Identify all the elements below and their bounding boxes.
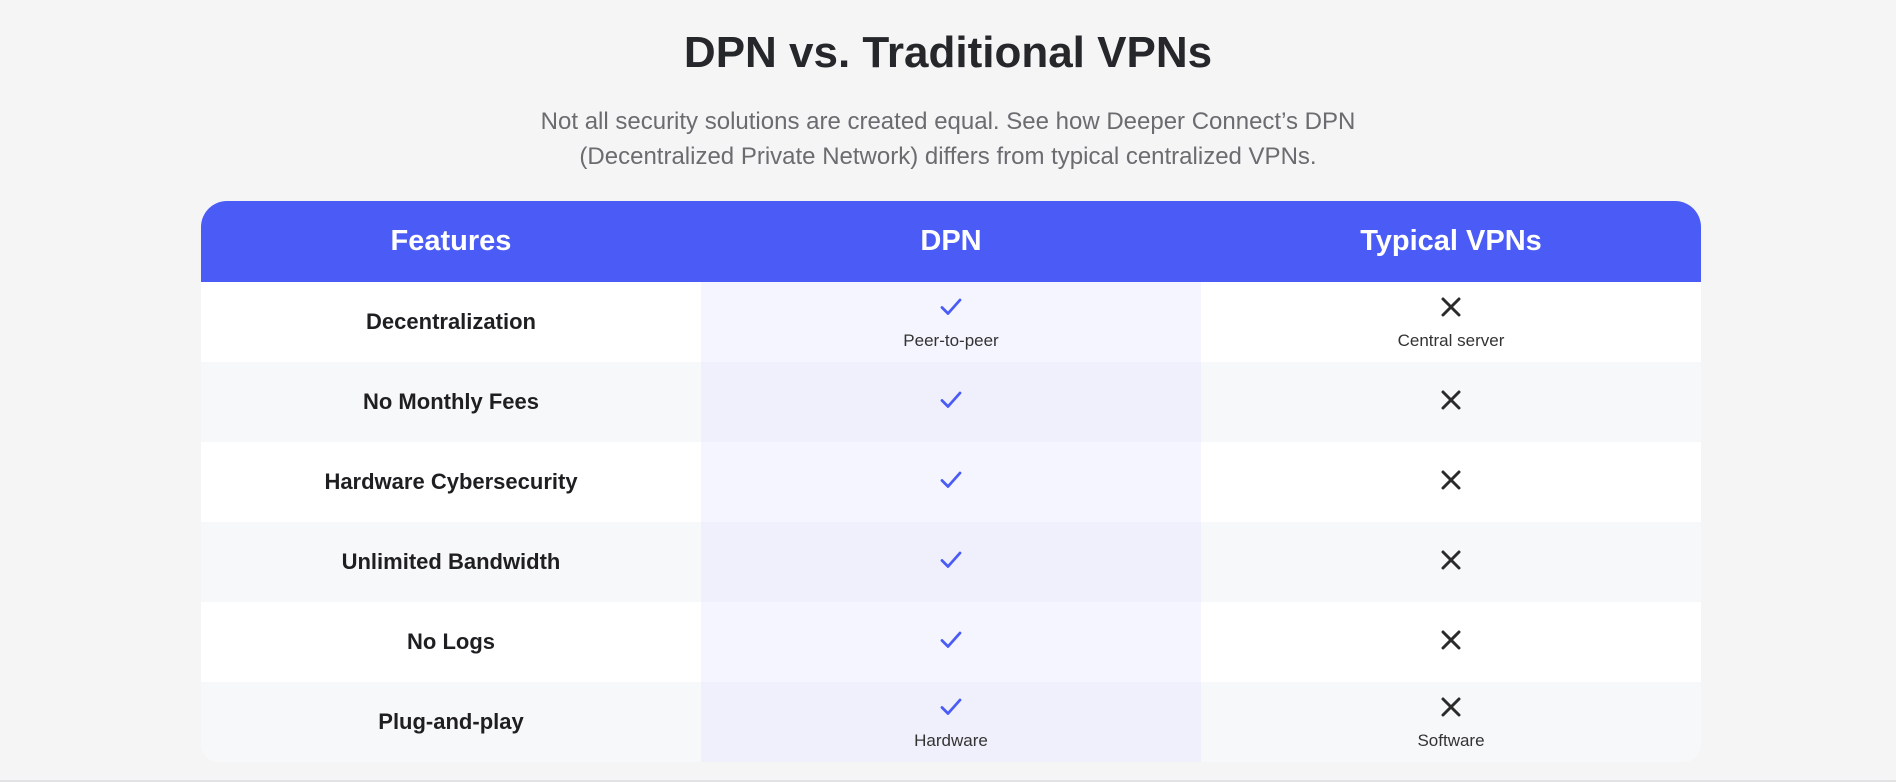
dpn-cell (701, 442, 1201, 522)
vpn-note: Software (1417, 730, 1485, 750)
vpn-note: Central server (1397, 330, 1505, 350)
feature-cell: Hardware Cybersecurity (201, 442, 701, 522)
header-vpns: Typical VPNs (1360, 225, 1542, 257)
page-subtitle: Not all security solutions are created e… (0, 104, 1896, 174)
table-row: Plug-and-play Hardware Software (201, 682, 1701, 762)
x-icon (1438, 467, 1464, 498)
check-icon (938, 547, 964, 578)
vpn-cell: Software (1201, 682, 1701, 762)
dpn-note: Hardware (914, 730, 988, 750)
comparison-table: Features DPN Typical VPNs Decentralizati… (201, 201, 1701, 762)
table-row: No Monthly Fees (201, 362, 1701, 442)
vpn-cell (1201, 362, 1701, 442)
feature-label: Decentralization (366, 309, 536, 334)
subtitle-line: (Decentralized Private Network) differs … (579, 143, 1317, 170)
vpn-cell: Central server (1201, 282, 1701, 362)
feature-cell: No Logs (201, 602, 701, 682)
feature-label: Plug-and-play (378, 709, 524, 734)
dpn-cell: Hardware (701, 682, 1201, 762)
x-icon (1438, 294, 1464, 325)
subtitle-line: Not all security solutions are created e… (540, 108, 1356, 135)
divider (0, 780, 1896, 782)
x-icon (1438, 627, 1464, 658)
feature-cell: Decentralization (201, 282, 701, 362)
page-title: DPN vs. Traditional VPNs (683, 28, 1213, 77)
table-row: Hardware Cybersecurity (201, 442, 1701, 522)
table-header: Features DPN Typical VPNs (201, 201, 1701, 282)
feature-label: No Monthly Fees (362, 389, 539, 414)
table-row: No Logs (201, 602, 1701, 682)
check-icon (938, 694, 964, 725)
dpn-cell (701, 602, 1201, 682)
header-dpn: DPN (920, 225, 982, 257)
x-icon (1438, 547, 1464, 578)
vpn-cell (1201, 442, 1701, 522)
table-body: Decentralization Peer-to-peer Central serv… (201, 282, 1701, 762)
feature-cell: Plug-and-play (201, 682, 701, 762)
feature-label: Hardware Cybersecurity (324, 469, 578, 494)
table-row: Unlimited Bandwidth (201, 522, 1701, 602)
feature-label: No Logs (407, 629, 495, 654)
vpn-cell (1201, 602, 1701, 682)
x-icon (1438, 387, 1464, 418)
dpn-cell: Peer-to-peer (701, 282, 1201, 362)
dpn-cell (701, 362, 1201, 442)
check-icon (938, 467, 964, 498)
vpn-cell (1201, 522, 1701, 602)
dpn-cell (701, 522, 1201, 602)
check-icon (938, 627, 964, 658)
feature-label: Unlimited Bandwidth (341, 549, 561, 574)
check-icon (938, 294, 964, 325)
dpn-note: Peer-to-peer (903, 330, 999, 350)
x-icon (1438, 694, 1464, 725)
table-row: Decentralization Peer-to-peer Central serv… (201, 282, 1701, 362)
feature-cell: No Monthly Fees (201, 362, 701, 442)
check-icon (938, 387, 964, 418)
feature-cell: Unlimited Bandwidth (201, 522, 701, 602)
header-features: Features (390, 225, 512, 257)
